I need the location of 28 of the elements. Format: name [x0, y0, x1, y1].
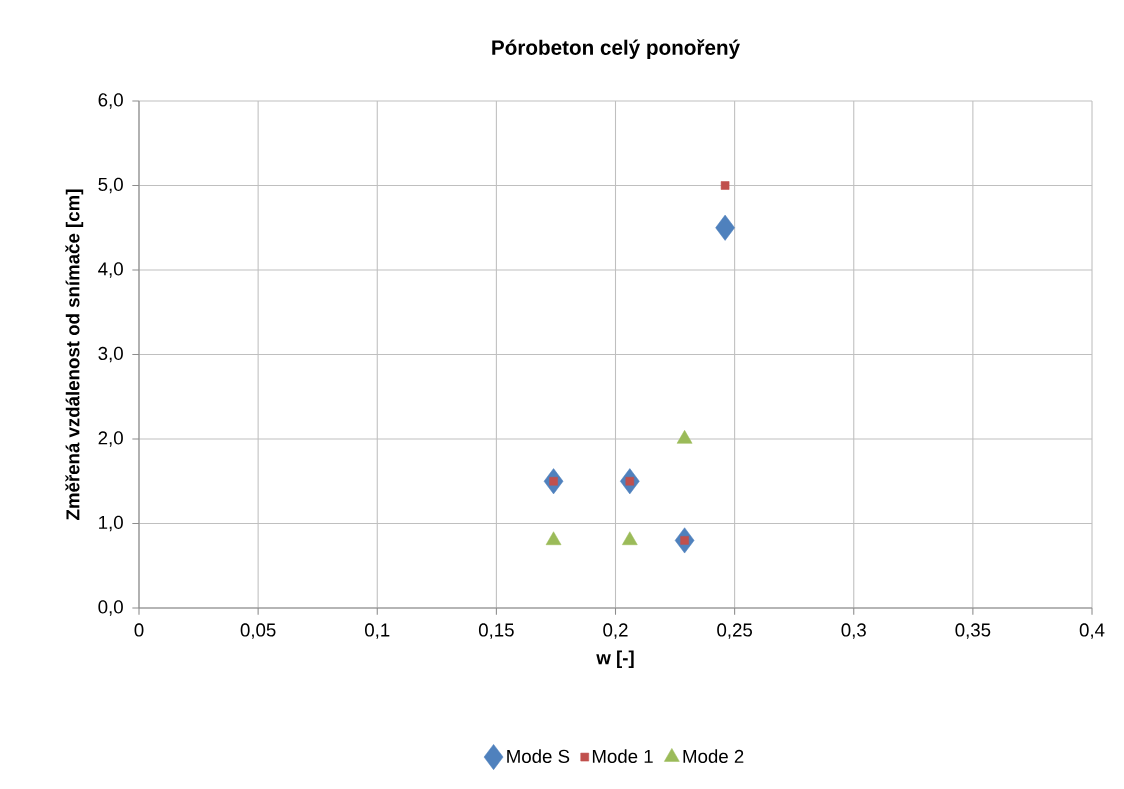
x-tick-label: 0,35: [955, 623, 991, 639]
y-tick-label: 6,0: [98, 93, 123, 109]
x-tick-label: 0,25: [717, 623, 753, 639]
point: [625, 476, 635, 486]
point: [715, 214, 735, 241]
x-axis-title: w [-]: [596, 650, 634, 669]
x-tick-label: 0,1: [365, 623, 390, 639]
y-tick-label: 4,0: [98, 262, 123, 278]
y-axis-title: Změřená vzdálenost od snímače [cm]: [65, 189, 84, 520]
point: [680, 536, 689, 545]
y-tick-label: 0,0: [98, 600, 123, 616]
x-tick-label: 0: [134, 623, 144, 637]
x-tick-label: 0,05: [240, 623, 276, 639]
legend-label: Mode S: [507, 749, 570, 764]
x-tick-label: 0,3: [841, 623, 866, 639]
legend-label: Mode 2: [683, 749, 744, 764]
point: [720, 181, 730, 190]
x-tick-label: 0,2: [603, 623, 628, 639]
x-tick-label: 0,15: [478, 623, 514, 639]
y-tick-label: 2,0: [98, 431, 123, 447]
x-tick-label: 0,4: [1079, 623, 1105, 639]
y-tick-label: 1,0: [99, 515, 123, 532]
chart-title: Pórobeton celý ponořený: [492, 39, 740, 59]
y-tick-label: 5,0: [98, 177, 123, 194]
point: [549, 476, 558, 486]
legend-label: Mode 1: [592, 749, 653, 764]
y-tick-label: 3,0: [98, 346, 123, 363]
point: [676, 430, 693, 444]
